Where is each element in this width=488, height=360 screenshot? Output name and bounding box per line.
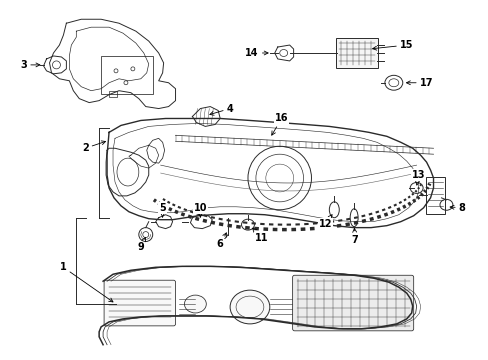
Text: 7: 7 xyxy=(351,228,358,244)
Text: 10: 10 xyxy=(193,203,207,217)
Text: 1: 1 xyxy=(60,262,113,302)
Text: 12: 12 xyxy=(318,215,331,229)
Text: 13: 13 xyxy=(411,170,425,185)
Text: 9: 9 xyxy=(137,237,145,252)
Text: 11: 11 xyxy=(252,228,268,243)
Text: 14: 14 xyxy=(244,48,267,58)
Text: 15: 15 xyxy=(372,40,413,50)
Text: 17: 17 xyxy=(406,78,432,88)
FancyBboxPatch shape xyxy=(292,275,413,331)
Ellipse shape xyxy=(230,290,269,324)
Text: 16: 16 xyxy=(271,113,288,135)
FancyBboxPatch shape xyxy=(336,38,377,68)
Text: 2: 2 xyxy=(81,141,105,153)
Text: 6: 6 xyxy=(216,233,226,249)
Text: 8: 8 xyxy=(449,203,465,213)
Text: 4: 4 xyxy=(209,104,233,115)
Text: 3: 3 xyxy=(20,60,40,70)
Text: 5: 5 xyxy=(159,203,165,217)
Ellipse shape xyxy=(184,295,206,313)
FancyBboxPatch shape xyxy=(104,280,175,326)
